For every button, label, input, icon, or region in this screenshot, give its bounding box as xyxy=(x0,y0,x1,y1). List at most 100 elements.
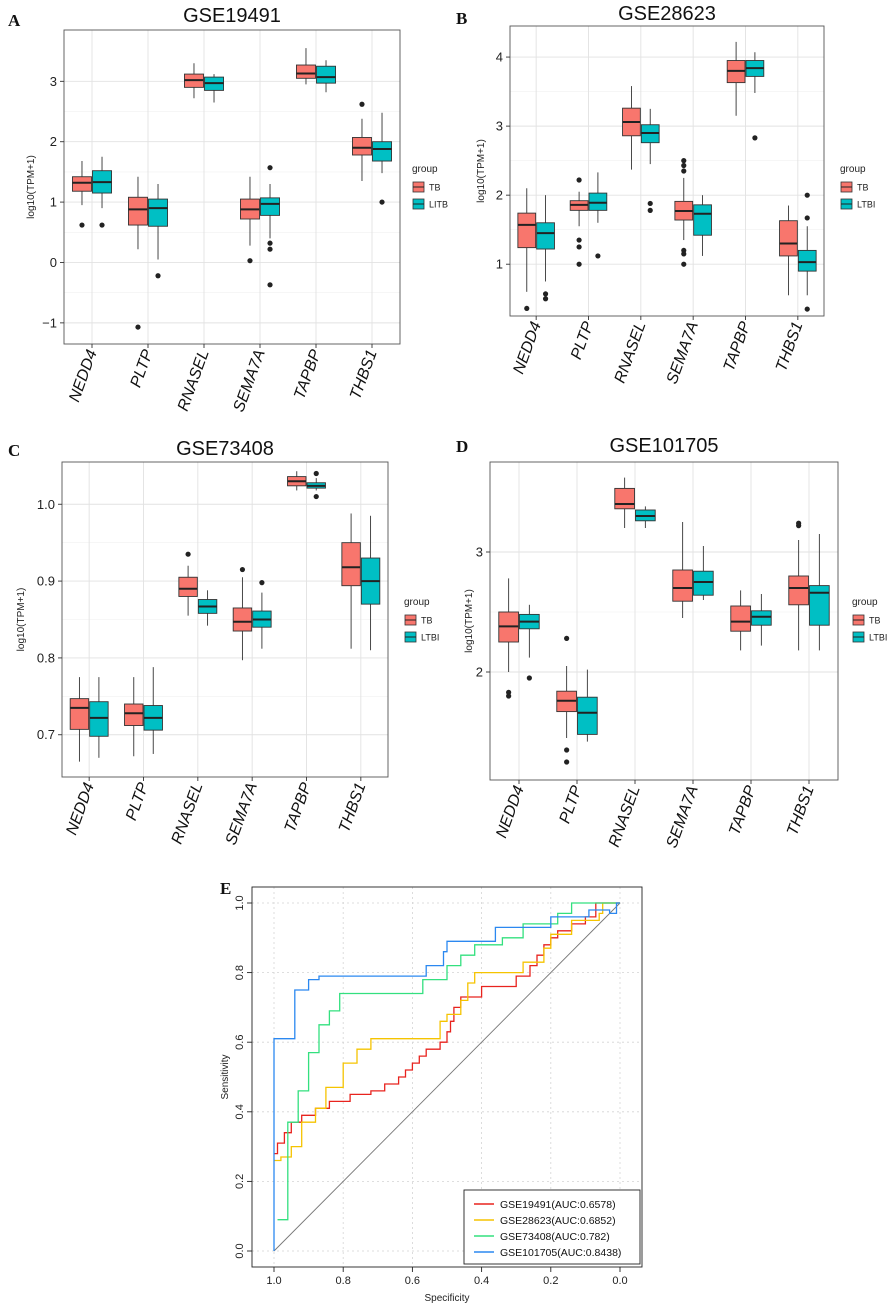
legend-title: group xyxy=(404,597,430,608)
box-tb xyxy=(779,220,798,257)
outlier-point xyxy=(267,165,273,171)
box-ltbi xyxy=(693,570,714,596)
outlier-point xyxy=(804,192,810,198)
box-tb xyxy=(296,64,316,79)
y-tick-label: 2 xyxy=(476,665,483,680)
x-category-label: PLTP xyxy=(128,347,157,390)
x-category-label: RNASEL xyxy=(169,781,207,847)
legend-item: TB xyxy=(421,616,433,626)
box-tb xyxy=(517,212,537,249)
y-axis-title: log10(TPM+1) xyxy=(16,588,27,652)
box-tb xyxy=(178,576,198,597)
x-tick-label: 1.0 xyxy=(266,1275,281,1287)
box-litb xyxy=(316,65,336,84)
box-ltbi xyxy=(797,249,817,272)
box-ltbi xyxy=(751,610,772,626)
x-category-label: THBS1 xyxy=(347,348,381,402)
outlier-point xyxy=(247,258,253,264)
legend-item: TB xyxy=(869,616,881,626)
outlier-point xyxy=(681,162,687,169)
outlier-point xyxy=(752,135,758,141)
legend-title: group xyxy=(412,164,438,175)
x-category-label: TAPBP xyxy=(726,783,760,837)
x-category-label: RNASEL xyxy=(175,348,213,414)
x-tick-label: 0.2 xyxy=(543,1275,558,1287)
x-category-label: SEMA7A xyxy=(231,348,269,415)
chart-title: GSE19491 xyxy=(183,5,281,27)
legend-item: LITB xyxy=(429,200,448,210)
outlier-point xyxy=(796,520,802,526)
y-axis-title: log10(TPM+1) xyxy=(476,139,487,203)
y-tick-label: −1 xyxy=(42,315,57,330)
box-tb xyxy=(788,575,809,606)
panel-label: D xyxy=(456,437,468,456)
outlier-point xyxy=(379,199,385,205)
x-category-label: TAPBP xyxy=(282,780,316,834)
y-tick-label: 0.8 xyxy=(37,650,55,665)
legend-item: LTBI xyxy=(869,633,887,643)
x-category-label: PLTP xyxy=(123,780,152,823)
outlier-point xyxy=(506,693,512,699)
outlier-point xyxy=(99,222,105,228)
y-tick-label: 4 xyxy=(496,50,503,65)
y-axis-title: log10(TPM+1) xyxy=(464,589,475,653)
outlier-point xyxy=(681,261,687,267)
outlier-point xyxy=(506,689,512,696)
outlier-point xyxy=(259,580,265,586)
legend-title: group xyxy=(852,597,878,608)
plot-border xyxy=(61,461,389,778)
outlier-point xyxy=(313,470,319,477)
panel-a: −1 0 1 2 3 NEDD4 PLTP RNASEL SEMA7A TAPBP THBS1 GSE… xyxy=(8,5,448,414)
x-category-label: TAPBP xyxy=(721,319,755,373)
box-tb xyxy=(730,605,751,632)
chart-title: GSE101705 xyxy=(610,435,719,457)
box-litb xyxy=(372,141,392,162)
y-axis-title: log10(TPM+1) xyxy=(26,155,37,219)
outlier-point xyxy=(681,168,687,174)
outlier-point xyxy=(185,551,191,557)
x-category-label: NEDD4 xyxy=(493,783,528,840)
outlier-point xyxy=(647,200,653,207)
box-ltbi xyxy=(588,192,608,211)
legend: group TB LTBI xyxy=(404,597,439,643)
legend: group TB LITB xyxy=(412,164,448,210)
y-tick-label: 2 xyxy=(496,188,503,203)
legend-item: LTBI xyxy=(421,633,439,643)
y-tick-label: 0.6 xyxy=(234,1035,246,1050)
panel-e: 1.0 0.8 0.6 0.4 0.2 0.0 0.0 0.2 0.4 0.6 0.8 1.0 Spec… xyxy=(220,879,643,1304)
y-tick-label: 1.0 xyxy=(234,895,246,910)
roc-curve-gse28623 xyxy=(274,902,620,1162)
plot-background xyxy=(510,26,824,316)
box-ltbi xyxy=(536,222,555,250)
x-category-label: NEDD4 xyxy=(66,347,101,404)
panel-label: C xyxy=(8,441,20,460)
x-category-label: NEDD4 xyxy=(510,319,545,376)
y-tick-label: 0.0 xyxy=(234,1243,246,1258)
y-tick-label: 0.9 xyxy=(37,574,55,589)
outlier-point xyxy=(239,566,246,573)
y-axis-title: Sensitivity xyxy=(220,1054,231,1099)
x-category-label: RNASEL xyxy=(612,320,650,386)
y-tick-label: 1 xyxy=(496,257,503,272)
x-tick-label: 0.4 xyxy=(474,1275,489,1287)
plot-background xyxy=(490,462,838,780)
outlier-point xyxy=(804,306,810,312)
x-category-label: NEDD4 xyxy=(63,780,98,837)
y-tick-label: 0 xyxy=(50,255,57,270)
outlier-point xyxy=(576,244,582,250)
box-ltbi xyxy=(809,585,830,626)
y-tick-label: 1 xyxy=(50,195,57,210)
y-tick-label: 3 xyxy=(496,119,503,134)
y-tick-label: 0.8 xyxy=(234,965,246,980)
legend-title: group xyxy=(840,164,866,175)
y-tick-label: 3 xyxy=(476,545,483,560)
outlier-point xyxy=(267,246,273,252)
plot-border xyxy=(509,25,825,317)
legend-item: TB xyxy=(429,183,441,193)
legend: group TB LTBI xyxy=(840,164,875,210)
outlier-point xyxy=(681,158,687,164)
outlier-point xyxy=(564,759,570,765)
x-category-label: TAPBP xyxy=(291,347,325,401)
legend: group TB LTBI xyxy=(852,597,887,643)
box-tb xyxy=(232,607,253,632)
